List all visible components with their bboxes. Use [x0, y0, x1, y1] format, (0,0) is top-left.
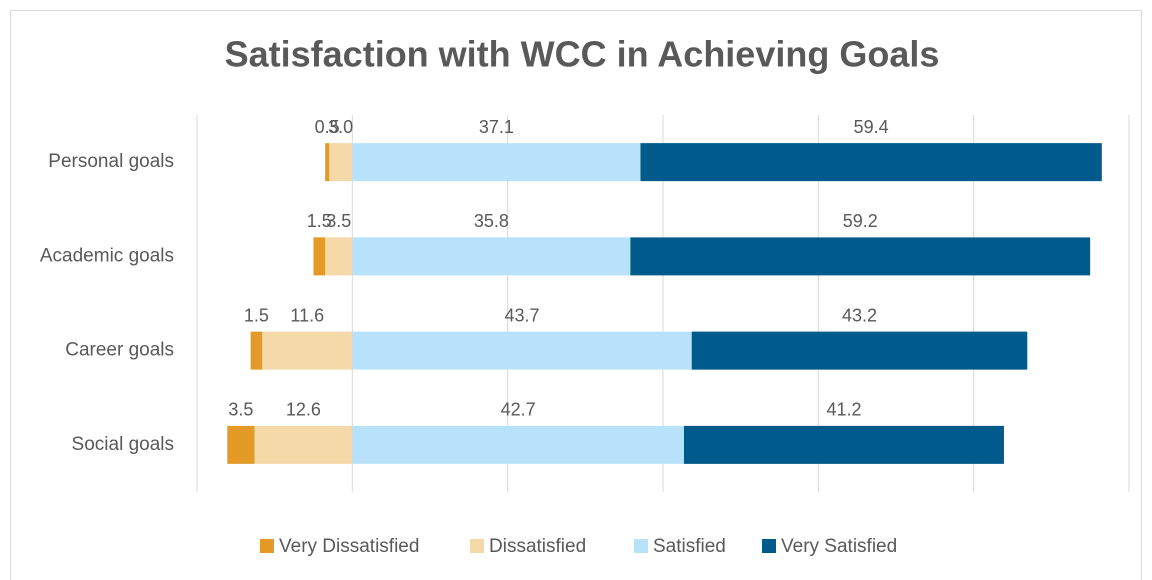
- bar-segment: [262, 331, 353, 370]
- bar-segment: [630, 237, 1091, 276]
- bar-segment: [352, 331, 692, 370]
- bar-segment: [254, 425, 353, 464]
- bar-segment: [325, 237, 353, 276]
- bar-segment: [640, 143, 1102, 182]
- legend-label: Dissatisfied: [489, 536, 586, 557]
- legend-label: Satisfied: [653, 536, 726, 557]
- bar-segment: [683, 425, 1004, 464]
- data-label: 59.2: [843, 211, 878, 231]
- data-label: 0.5: [315, 117, 340, 137]
- data-label: 35.8: [474, 211, 509, 231]
- bar-segment: [227, 425, 255, 464]
- data-label: 43.7: [505, 305, 540, 325]
- legend-label: Very Dissatisfied: [279, 536, 419, 557]
- legend-swatch: [634, 539, 648, 553]
- data-label: 41.2: [826, 400, 861, 420]
- data-label: 11.6: [290, 305, 324, 325]
- data-label: 3.5: [228, 400, 253, 420]
- bar-segment: [352, 425, 684, 464]
- data-label: 3.5: [326, 211, 351, 231]
- legend-swatch: [470, 539, 484, 553]
- data-label: 1.5: [244, 305, 269, 325]
- chart-title: Satisfaction with WCC in Achieving Goals: [225, 34, 940, 75]
- category-label: Career goals: [65, 340, 174, 361]
- data-label: 43.2: [842, 305, 877, 325]
- bar-segment: [313, 237, 326, 276]
- category-label: Academic goals: [40, 245, 174, 266]
- data-label: 3.0: [328, 117, 353, 137]
- data-label: 37.1: [479, 117, 514, 137]
- bar-segment: [325, 143, 330, 182]
- data-label: 1.5: [307, 211, 332, 231]
- data-label: 12.6: [286, 400, 321, 420]
- bar-segment: [250, 331, 263, 370]
- legend-label: Very Satisfied: [781, 536, 897, 557]
- legend-swatch: [260, 539, 274, 553]
- data-label: 59.4: [854, 117, 889, 137]
- chart-border: [10, 10, 1142, 580]
- data-label: 42.7: [501, 400, 536, 420]
- bar-segment: [329, 143, 353, 182]
- bar-segment: [352, 143, 641, 182]
- category-label: Personal goals: [48, 151, 174, 172]
- category-label: Social goals: [72, 434, 174, 455]
- bar-segment: [352, 237, 631, 276]
- bar-segment: [691, 331, 1028, 370]
- legend-swatch: [762, 539, 776, 553]
